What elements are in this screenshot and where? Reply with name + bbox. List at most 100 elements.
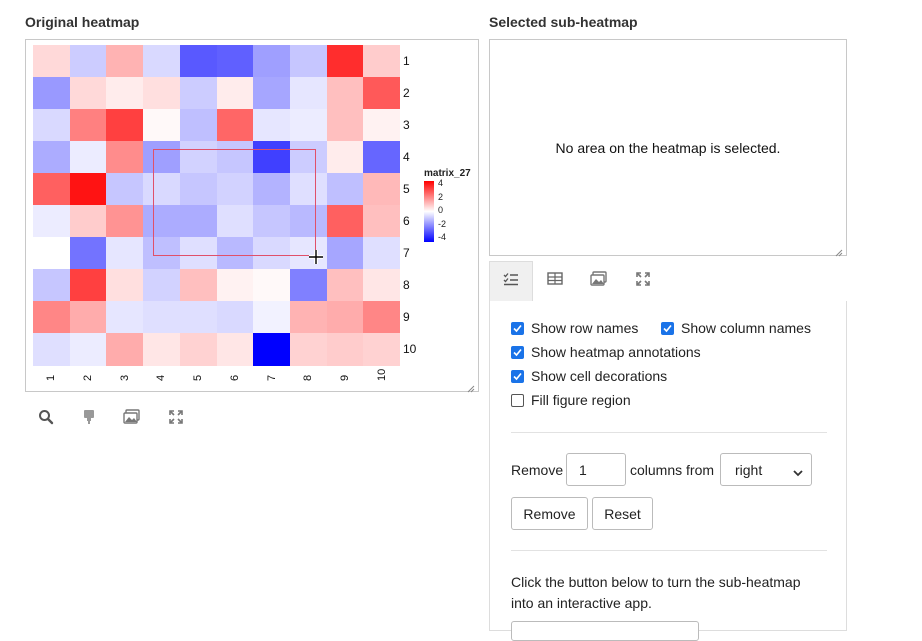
heatmap-cell[interactable] <box>363 173 401 206</box>
resize-handle-icon[interactable] <box>835 244 843 257</box>
heatmap-cell[interactable] <box>253 333 291 366</box>
heatmap-cell[interactable] <box>326 45 364 78</box>
heatmap-cell[interactable] <box>33 333 71 366</box>
heatmap-cell[interactable] <box>216 173 254 206</box>
fullscreen-icon[interactable] <box>164 405 188 429</box>
heatmap-cell[interactable] <box>363 301 401 334</box>
reset-button[interactable]: Reset <box>592 497 653 530</box>
heatmap-cell[interactable] <box>33 77 71 110</box>
heatmap-cell[interactable] <box>179 333 217 366</box>
heatmap-cell[interactable] <box>363 205 401 238</box>
heatmap-cell[interactable] <box>289 301 328 334</box>
heatmap-cell[interactable] <box>69 109 107 142</box>
heatmap-cell[interactable] <box>143 141 181 174</box>
heatmap-cell[interactable] <box>363 109 401 142</box>
heatmap-cell[interactable] <box>33 109 71 142</box>
heatmap-cell[interactable] <box>179 109 217 142</box>
heatmap-cell[interactable] <box>179 77 217 110</box>
heatmap-cell[interactable] <box>106 141 144 174</box>
heatmap-cell[interactable] <box>179 45 217 78</box>
heatmap-cell[interactable] <box>143 333 181 366</box>
resize-handle-icon[interactable] <box>467 380 475 393</box>
heatmap-cell[interactable] <box>69 301 107 334</box>
heatmap-cell[interactable] <box>216 141 254 174</box>
remove-button[interactable]: Remove <box>511 497 588 530</box>
heatmap-cell[interactable] <box>106 77 144 110</box>
heatmap-cell[interactable] <box>363 269 401 302</box>
tab-table[interactable] <box>533 261 577 301</box>
search-icon[interactable] <box>34 405 58 429</box>
heatmap-cell[interactable] <box>326 173 364 206</box>
heatmap-cell[interactable] <box>143 237 181 270</box>
heatmap-cell[interactable] <box>253 77 291 110</box>
remove-count-input[interactable]: 1 <box>566 453 626 486</box>
heatmap-cell[interactable] <box>106 301 144 334</box>
heatmap-cell[interactable] <box>326 205 364 238</box>
heatmap-cell[interactable] <box>106 205 144 238</box>
heatmap-cell[interactable] <box>289 333 328 366</box>
heatmap-cell[interactable] <box>69 237 107 270</box>
tab-image[interactable] <box>577 261 621 301</box>
heatmap-cell[interactable] <box>326 237 364 270</box>
show-heatmap-annotations-checkbox[interactable]: Show heatmap annotations <box>511 344 701 360</box>
heatmap-cell[interactable] <box>143 205 181 238</box>
heatmap-cell[interactable] <box>106 333 144 366</box>
heatmap-cell[interactable] <box>253 109 291 142</box>
heatmap-cell[interactable] <box>143 45 181 78</box>
heatmap-cell[interactable] <box>326 109 364 142</box>
heatmap-cell[interactable] <box>179 205 217 238</box>
heatmap-cell[interactable] <box>69 77 107 110</box>
heatmap-cell[interactable] <box>143 77 181 110</box>
heatmap-cell[interactable] <box>179 141 217 174</box>
heatmap-cell[interactable] <box>289 205 328 238</box>
heatmap-cell[interactable] <box>179 173 217 206</box>
brush-icon[interactable] <box>77 405 101 429</box>
heatmap-cell[interactable] <box>106 237 144 270</box>
heatmap-cell[interactable] <box>179 269 217 302</box>
heatmap-cell[interactable] <box>253 173 291 206</box>
fill-figure-region-checkbox[interactable]: Fill figure region <box>511 392 631 408</box>
heatmap-cell[interactable] <box>363 141 401 174</box>
heatmap-cell[interactable] <box>253 205 291 238</box>
heatmap-cell[interactable] <box>143 173 181 206</box>
direction-select[interactable]: right <box>720 453 812 486</box>
heatmap-cell[interactable] <box>69 269 107 302</box>
heatmap-cell[interactable] <box>69 141 107 174</box>
heatmap-cell[interactable] <box>33 141 71 174</box>
show-cell-decorations-checkbox[interactable]: Show cell decorations <box>511 368 667 384</box>
heatmap-cell[interactable] <box>69 173 107 206</box>
heatmap-cell[interactable] <box>326 77 364 110</box>
heatmap-cell[interactable] <box>253 141 291 174</box>
heatmap-cell[interactable] <box>216 301 254 334</box>
tab-settings[interactable] <box>489 261 533 301</box>
heatmap-cell[interactable] <box>33 237 71 270</box>
heatmap-cell[interactable] <box>69 205 107 238</box>
heatmap-cell[interactable] <box>33 45 71 78</box>
heatmap-cell[interactable] <box>33 205 71 238</box>
heatmap-cell[interactable] <box>289 173 328 206</box>
image-icon[interactable] <box>120 405 144 429</box>
heatmap-cell[interactable] <box>253 269 291 302</box>
show-column-names-checkbox[interactable]: Show column names <box>661 320 811 336</box>
heatmap-cell[interactable] <box>216 333 254 366</box>
heatmap-cell[interactable] <box>216 109 254 142</box>
heatmap-cell[interactable] <box>253 45 291 78</box>
heatmap-cell[interactable] <box>179 237 217 270</box>
heatmap-cell[interactable] <box>289 109 328 142</box>
show-row-names-checkbox[interactable]: Show row names <box>511 320 638 336</box>
heatmap-cell[interactable] <box>326 269 364 302</box>
heatmap-cell[interactable] <box>69 45 107 78</box>
heatmap-grid[interactable] <box>33 45 401 366</box>
heatmap-cell[interactable] <box>289 77 328 110</box>
heatmap-cell[interactable] <box>289 141 328 174</box>
heatmap-cell[interactable] <box>363 77 401 110</box>
heatmap-cell[interactable] <box>253 237 291 270</box>
make-interactive-button[interactable] <box>511 621 699 641</box>
heatmap-cell[interactable] <box>216 45 254 78</box>
heatmap-cell[interactable] <box>363 45 401 78</box>
heatmap-cell[interactable] <box>363 333 401 366</box>
heatmap-cell[interactable] <box>143 301 181 334</box>
heatmap-cell[interactable] <box>33 269 71 302</box>
heatmap-cell[interactable] <box>216 205 254 238</box>
heatmap-cell[interactable] <box>106 45 144 78</box>
